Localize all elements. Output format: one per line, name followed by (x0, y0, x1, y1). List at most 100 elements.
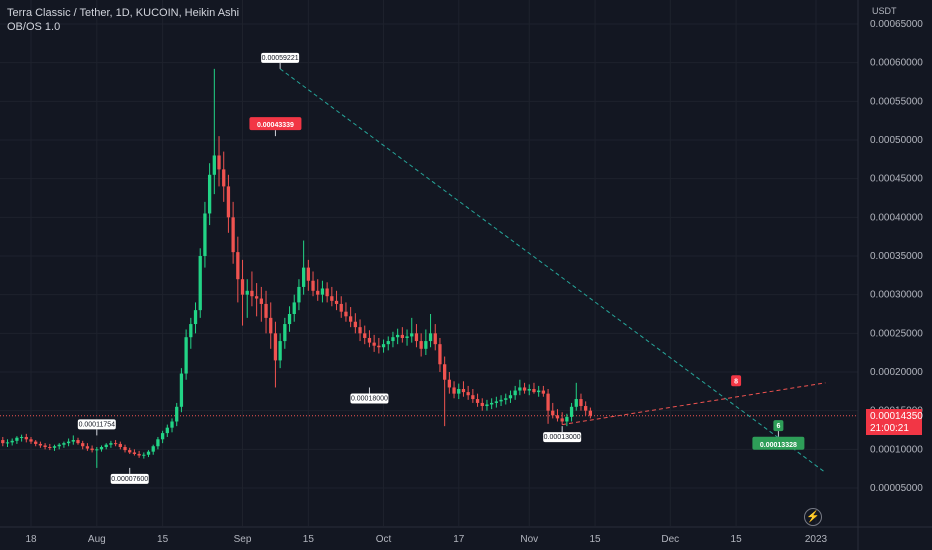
candle-body (508, 395, 513, 399)
candle-body (189, 324, 193, 338)
price-label-box (752, 436, 805, 450)
price-label-text: 0.00007600 (111, 476, 148, 483)
candle-body (306, 267, 310, 281)
candle-body (156, 439, 160, 447)
candle-body (66, 441, 71, 444)
candle-body (113, 443, 118, 445)
candle-body (71, 440, 75, 442)
signal-marker (731, 375, 742, 387)
candle-body (259, 298, 263, 304)
signal-marker-text: 6 (776, 423, 780, 430)
candle-body (560, 418, 564, 422)
x-tick-label: 18 (25, 534, 37, 545)
candle-body (99, 447, 104, 450)
candle-body (81, 443, 85, 447)
candle-body (405, 336, 409, 338)
x-tick-label: Aug (88, 534, 106, 545)
candle-body (24, 436, 28, 440)
candle-body (142, 454, 146, 456)
candle-body (62, 443, 66, 445)
candle-body (428, 333, 433, 342)
candle-body (151, 446, 155, 452)
trendline (279, 68, 826, 473)
candle-body (339, 303, 343, 312)
candle-body (541, 390, 546, 394)
candle-body (334, 300, 339, 304)
y-tick-label: 0.00055000 (870, 96, 923, 107)
candle-body (504, 398, 508, 400)
candle-body (372, 342, 376, 346)
candle-body (551, 410, 555, 416)
candle-body (212, 155, 216, 175)
candle-body (522, 387, 527, 391)
candle-body (1, 440, 5, 444)
candle-body (231, 217, 235, 253)
candle-body (52, 446, 57, 448)
candle-body (222, 169, 226, 187)
price-label-box (110, 473, 149, 484)
candle-body (118, 443, 122, 448)
candle-body (48, 447, 52, 449)
candle-body (198, 256, 202, 311)
candle-body (137, 453, 141, 456)
candle-body (344, 311, 348, 317)
candle-body (250, 290, 254, 297)
y-tick-label: 0.00060000 (870, 58, 923, 69)
candle-body (367, 337, 372, 343)
candle-body (419, 341, 423, 349)
candle-body (447, 379, 451, 388)
candle-body (584, 406, 588, 411)
candle-body (203, 213, 207, 256)
lightning-icon[interactable]: ⚡ (804, 508, 822, 526)
candle-body (396, 334, 400, 338)
price-label-box (77, 419, 116, 430)
candle-body (15, 437, 19, 441)
price-label-box (543, 432, 582, 443)
candle-body (29, 439, 33, 442)
candle-body (311, 280, 315, 291)
candle-body (499, 399, 503, 402)
candle-body (518, 387, 522, 391)
candle-body (226, 186, 231, 218)
candle-body (579, 399, 583, 407)
candle-body (555, 415, 560, 419)
candle-body (513, 390, 517, 396)
candle-body (480, 402, 484, 407)
y-tick-label: 0.00020000 (870, 367, 923, 378)
candle-body (217, 155, 221, 170)
candle-body (438, 344, 442, 365)
x-tick-label: 15 (303, 534, 315, 545)
candle-body (19, 436, 24, 438)
x-tick-label: Sep (234, 534, 252, 545)
candle-body (193, 310, 198, 325)
x-tick-label: 15 (590, 534, 602, 545)
candle-body (165, 427, 169, 434)
candle-body (537, 390, 541, 393)
signal-marker (773, 420, 784, 432)
candle-body (76, 440, 80, 444)
candle-body (245, 290, 249, 295)
candle-body (240, 279, 245, 295)
candle-body (330, 296, 334, 301)
price-label-text: 0.00013000 (544, 434, 581, 441)
candle-body (301, 267, 306, 287)
candle-body (569, 406, 574, 417)
price-label-text: 0.00011754 (79, 421, 116, 428)
candle-body (485, 404, 489, 407)
candle-body (104, 444, 108, 448)
candle-body (410, 333, 414, 337)
price-label-text: 0.00018000 (351, 395, 388, 402)
signal-marker-text: 8 (734, 378, 738, 385)
candle-body (358, 327, 362, 334)
candle-body (38, 443, 43, 446)
x-tick-label: 15 (731, 534, 743, 545)
x-tick-label: Oct (376, 534, 392, 545)
last-price-badge: 0.00014350 21:00:21 (866, 409, 923, 435)
candle-body (565, 416, 569, 422)
candle-body (57, 444, 61, 447)
x-tick-label: 2023 (805, 534, 828, 545)
candle-body (532, 389, 536, 393)
candle-body (414, 333, 419, 342)
x-tick-label: Dec (661, 534, 679, 545)
